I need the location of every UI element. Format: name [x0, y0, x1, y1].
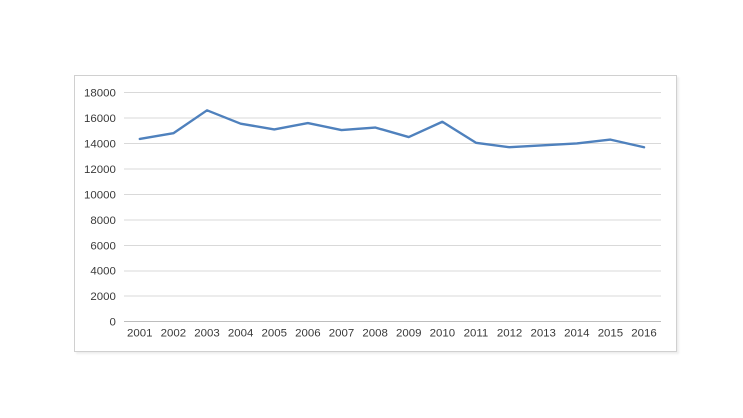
x-axis-tick-label: 2016	[631, 328, 656, 340]
y-axis-tick-label: 14000	[84, 138, 116, 150]
x-axis-tick-label: 2006	[295, 328, 320, 340]
x-axis-tick-label: 2007	[329, 328, 354, 340]
x-axis-tick-label: 2011	[464, 328, 489, 340]
y-axis-tick-label: 16000	[84, 113, 116, 125]
y-axis-tick-label: 10000	[84, 189, 116, 201]
y-axis-tick-label: 12000	[84, 164, 116, 176]
x-axis-tick-label: 2004	[228, 328, 254, 340]
x-axis-tick-label: 2001	[127, 328, 152, 340]
x-axis-tick-label: 2002	[161, 328, 186, 340]
x-axis-tick-label: 2003	[194, 328, 219, 340]
chart-frame: 0 2000 4000 6000 8000 10000 12000 14000 16000 180…	[74, 75, 677, 352]
y-axis-tick-label: 18000	[84, 87, 116, 99]
line-chart: 0 2000 4000 6000 8000 10000 12000 14000 16000 180…	[84, 87, 662, 340]
x-axis-tick-label: 2010	[430, 328, 455, 340]
y-axis-tick-label: 4000	[90, 266, 115, 278]
y-axis-tick-label: 8000	[90, 215, 115, 227]
x-axis-tick-label: 2008	[362, 328, 387, 340]
y-axis-tick-label: 6000	[90, 240, 115, 252]
x-axis-tick-label: 2014	[564, 328, 590, 340]
data-series-line	[138, 109, 646, 149]
x-axis-tick-label: 2005	[262, 328, 287, 340]
x-axis-tick-label: 2012	[497, 328, 522, 340]
x-axis-tick-label: 2015	[598, 328, 623, 340]
y-axis-tick-label: 0	[109, 317, 115, 329]
x-axis-tick-label: 2013	[530, 328, 555, 340]
y-axis-tick-label: 2000	[90, 291, 115, 303]
x-axis-tick-label: 2009	[396, 328, 421, 340]
